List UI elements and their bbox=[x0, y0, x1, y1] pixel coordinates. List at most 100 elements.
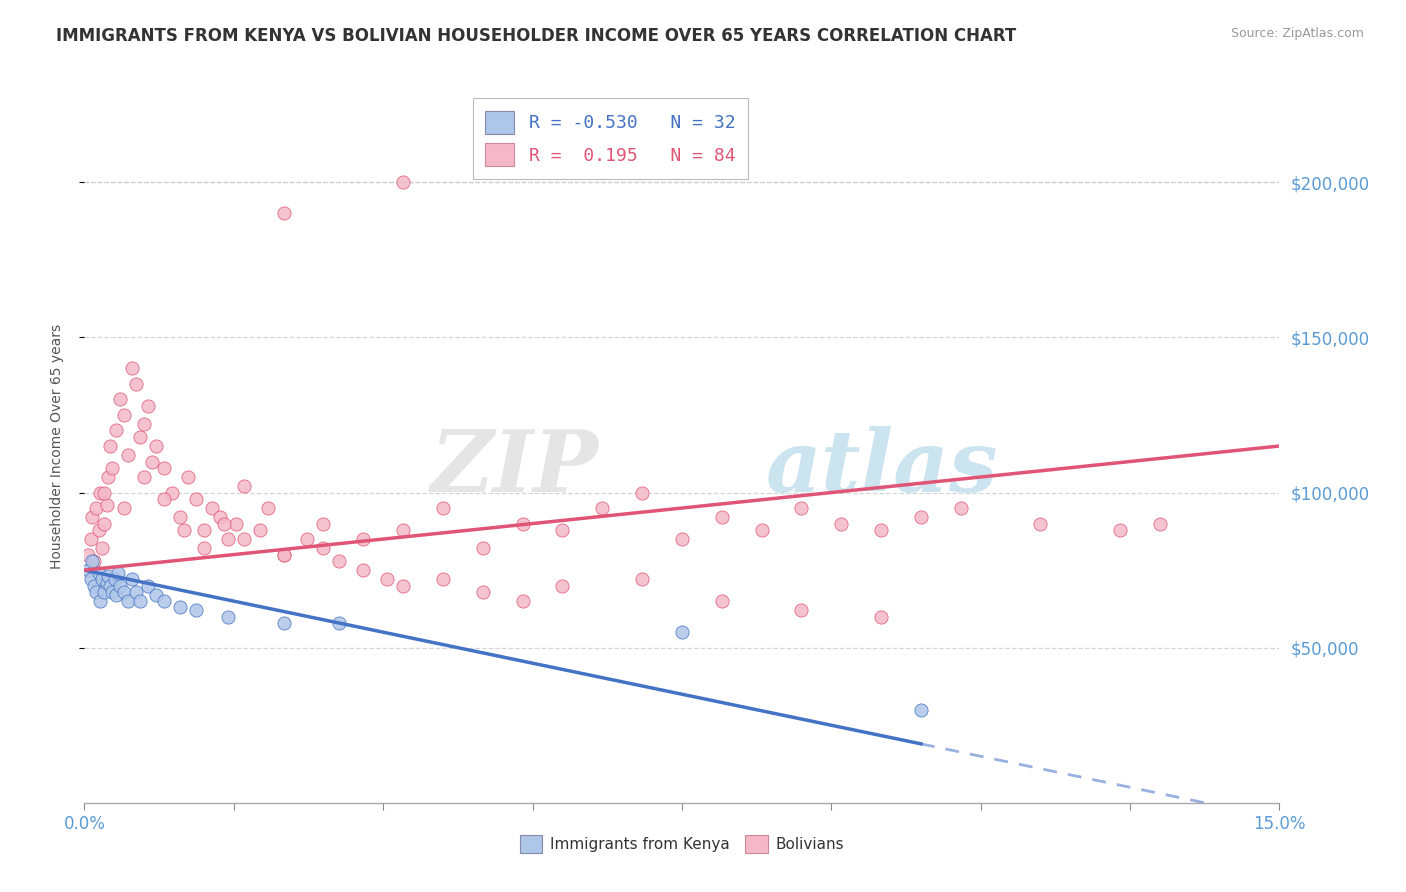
Point bbox=[90, 573, 112, 587]
Point bbox=[273, 206, 295, 220]
Text: IMMIGRANTS FROM KENYA VS BOLIVIAN HOUSEHOLDER INCOME OVER 65 YEARS CORRELATION C: IMMIGRANTS FROM KENYA VS BOLIVIAN HOUSEH… bbox=[56, 27, 1017, 45]
Point bbox=[82, 554, 104, 568]
Point bbox=[98, 439, 121, 453]
Point bbox=[86, 584, 108, 599]
Point bbox=[297, 532, 319, 546]
Point bbox=[273, 548, 295, 562]
Point bbox=[312, 541, 335, 556]
Point bbox=[80, 573, 103, 587]
Point bbox=[671, 532, 693, 546]
Point bbox=[87, 566, 110, 581]
Point bbox=[136, 579, 159, 593]
Point bbox=[93, 516, 115, 531]
Y-axis label: Householder Income Over 65 years: Householder Income Over 65 years bbox=[49, 324, 63, 568]
Point bbox=[80, 532, 103, 546]
Point bbox=[129, 594, 152, 608]
Point bbox=[83, 579, 105, 593]
Point bbox=[160, 485, 183, 500]
Point bbox=[232, 532, 254, 546]
Point bbox=[432, 501, 454, 516]
Point bbox=[110, 579, 132, 593]
Point bbox=[93, 485, 115, 500]
Point bbox=[136, 399, 159, 413]
Point bbox=[790, 501, 813, 516]
Point bbox=[217, 532, 239, 546]
Point bbox=[512, 516, 534, 531]
Point bbox=[249, 523, 271, 537]
Point bbox=[169, 510, 191, 524]
Point bbox=[217, 609, 239, 624]
Point bbox=[173, 523, 195, 537]
Point bbox=[328, 615, 350, 630]
Point bbox=[870, 523, 893, 537]
Point bbox=[392, 523, 415, 537]
Point bbox=[830, 516, 852, 531]
Point bbox=[86, 501, 108, 516]
Point bbox=[193, 541, 215, 556]
Text: ZIP: ZIP bbox=[430, 425, 599, 509]
Point bbox=[177, 470, 200, 484]
Point bbox=[471, 541, 494, 556]
Point bbox=[256, 501, 278, 516]
Point bbox=[132, 470, 156, 484]
Point bbox=[212, 516, 235, 531]
Point bbox=[184, 491, 207, 506]
Point bbox=[193, 523, 215, 537]
Point bbox=[232, 479, 254, 493]
Point bbox=[125, 376, 148, 391]
Point bbox=[551, 579, 574, 593]
Point bbox=[112, 408, 135, 422]
Point bbox=[153, 594, 176, 608]
Point bbox=[105, 424, 128, 438]
Point bbox=[312, 516, 335, 531]
Point bbox=[117, 594, 139, 608]
Point bbox=[225, 516, 247, 531]
Point bbox=[93, 584, 115, 599]
Point bbox=[117, 448, 139, 462]
Point bbox=[512, 594, 534, 608]
Point bbox=[141, 454, 163, 468]
Point bbox=[1109, 523, 1132, 537]
Point bbox=[949, 501, 972, 516]
Point bbox=[432, 573, 454, 587]
Point bbox=[710, 594, 733, 608]
Point bbox=[631, 573, 654, 587]
Point bbox=[551, 523, 574, 537]
Point bbox=[90, 541, 112, 556]
Point bbox=[910, 703, 932, 717]
Point bbox=[631, 485, 654, 500]
Point bbox=[77, 563, 100, 577]
Point bbox=[101, 460, 124, 475]
Legend: Immigrants from Kenya, Bolivians: Immigrants from Kenya, Bolivians bbox=[513, 829, 851, 859]
Point bbox=[471, 584, 494, 599]
Point bbox=[184, 603, 207, 617]
Point bbox=[208, 510, 231, 524]
Text: Source: ZipAtlas.com: Source: ZipAtlas.com bbox=[1230, 27, 1364, 40]
Point bbox=[97, 470, 120, 484]
Point bbox=[101, 584, 124, 599]
Point bbox=[273, 615, 295, 630]
Point bbox=[392, 579, 415, 593]
Point bbox=[125, 584, 148, 599]
Point bbox=[121, 361, 143, 376]
Point bbox=[328, 554, 350, 568]
Text: atlas: atlas bbox=[766, 425, 998, 509]
Point bbox=[83, 554, 105, 568]
Point bbox=[751, 523, 773, 537]
Point bbox=[107, 566, 129, 581]
Point bbox=[1149, 516, 1171, 531]
Point bbox=[77, 548, 100, 562]
Point bbox=[145, 588, 167, 602]
Point bbox=[145, 439, 167, 453]
Point bbox=[375, 573, 398, 587]
Point bbox=[129, 430, 152, 444]
Point bbox=[910, 510, 932, 524]
Point bbox=[98, 579, 121, 593]
Point bbox=[105, 588, 128, 602]
Point bbox=[132, 417, 156, 432]
Point bbox=[112, 501, 135, 516]
Point bbox=[790, 603, 813, 617]
Point bbox=[121, 573, 143, 587]
Point bbox=[591, 501, 613, 516]
Point bbox=[97, 569, 120, 583]
